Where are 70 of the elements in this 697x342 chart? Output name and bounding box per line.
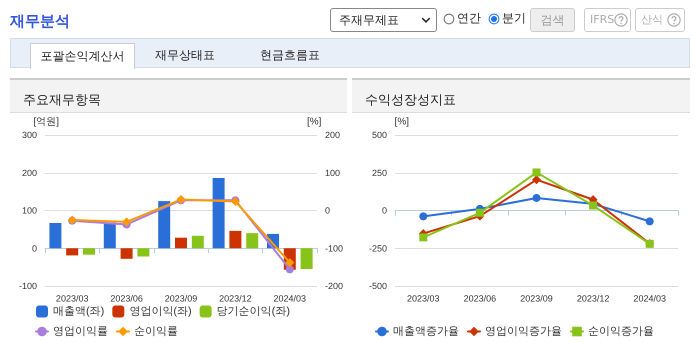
legend-label: 영업이익률 [53, 326, 108, 338]
point [122, 217, 132, 226]
y-tick-label: 0 [382, 206, 387, 216]
point [476, 208, 484, 217]
bar [158, 201, 170, 248]
y-tick-label: -500 [368, 281, 387, 291]
y-tick-label: -100 [18, 281, 37, 291]
x-tick-label: 2023/09 [164, 294, 198, 304]
y2-tick-label: 200 [325, 130, 340, 140]
x-tick-label: 2023/12 [576, 294, 610, 304]
point [419, 233, 428, 242]
y-tick-label: 300 [22, 130, 37, 140]
text: 산식 [635, 8, 685, 32]
bar [175, 238, 187, 248]
bar [229, 230, 242, 248]
y-tick-label: 500 [372, 130, 387, 140]
dropdown: 주재무제표 [330, 8, 437, 32]
point [646, 217, 654, 226]
point [532, 194, 540, 202]
bar [66, 248, 78, 256]
x-tick-label: 2024/03 [274, 294, 306, 304]
legend-label: 영업이익(좌) [129, 306, 192, 318]
chart-title: 수익성장성지표 [365, 92, 456, 107]
y-tick-label: 250 [372, 168, 387, 178]
chart-title: 주요재무항목 [23, 92, 101, 107]
point [419, 212, 428, 220]
bar [104, 222, 116, 248]
text: IFRS [584, 8, 631, 32]
point [532, 168, 540, 176]
legend-label: 매출액증가율 [393, 326, 459, 338]
bar [120, 248, 133, 259]
x-tick-label: 2023/03 [407, 294, 440, 304]
legend-label: 매출액(좌) [53, 306, 104, 318]
legend-label: 순이익증가율 [588, 326, 654, 338]
y2-tick-label: 100 [325, 168, 340, 178]
text: 현금흐름표 [260, 47, 320, 64]
text: 재무상태표 [155, 47, 215, 64]
y-axis-title: [%] [394, 116, 410, 128]
x-tick-label: 2023/06 [110, 294, 143, 304]
bar [246, 233, 258, 248]
bar [192, 236, 204, 248]
bar [83, 248, 95, 255]
y2-tick-label: 0 [325, 206, 330, 216]
x-tick-label: 2023/06 [464, 294, 496, 304]
x-tick-label: 2023/12 [219, 294, 252, 304]
y-tick-label: 0 [32, 243, 37, 254]
legend-label: 순이익률 [134, 326, 178, 338]
x-tick-label: 2024/03 [633, 294, 666, 304]
y-axis-title: [억원] [33, 116, 60, 128]
text: 분기 [502, 10, 526, 27]
y2-axis-title: [%] [307, 116, 322, 128]
y-tick-label: -250 [368, 243, 387, 254]
point [532, 175, 541, 184]
x-tick-label: 2023/03 [56, 294, 88, 304]
text: 연간 [457, 10, 481, 27]
bar [300, 248, 313, 270]
bar [137, 248, 150, 257]
point [286, 265, 294, 274]
x-tick-label: 2023/09 [520, 294, 553, 304]
legend-label: 당기순이익(좌) [216, 306, 290, 318]
text: 검색 [530, 8, 575, 32]
text: 포괄손익계산서 [30, 43, 135, 69]
legend-label: 영업이익증가율 [485, 326, 562, 338]
y-tick-label: 200 [22, 168, 37, 178]
y-tick-label: 100 [22, 206, 37, 216]
y2-tick-label: -200 [325, 281, 344, 291]
y2-tick-label: -100 [325, 243, 344, 254]
bar [212, 178, 225, 248]
text: 재무분석 [10, 12, 70, 31]
bar [49, 222, 62, 248]
